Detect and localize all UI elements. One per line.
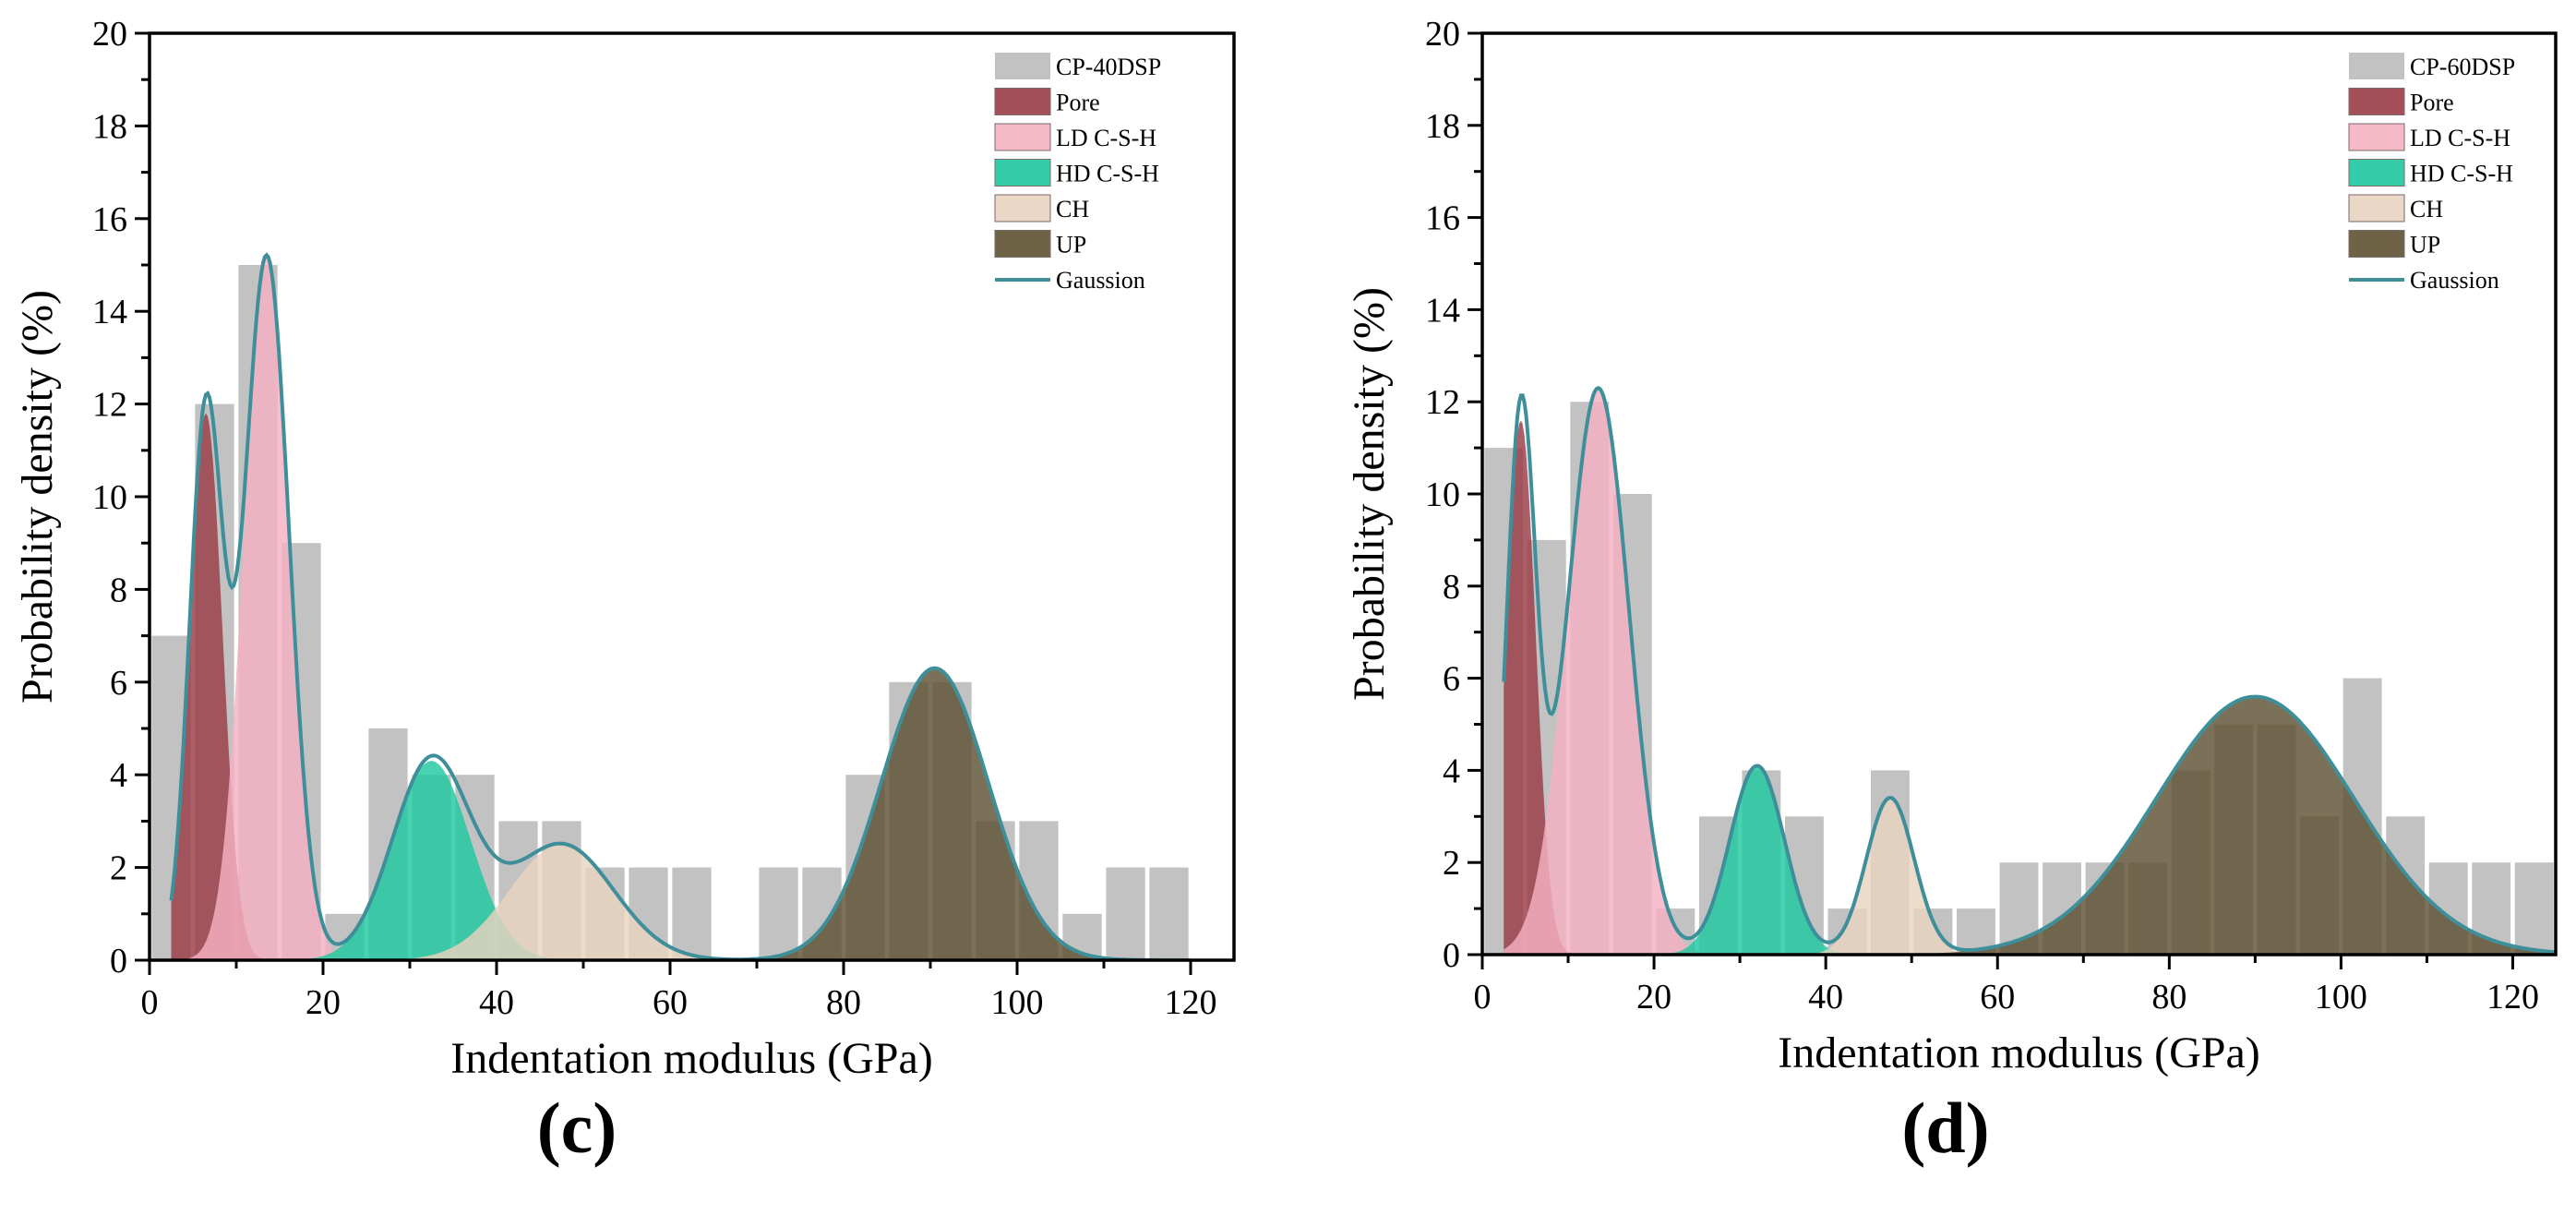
y-tick-label: 20	[1425, 15, 1460, 54]
legend-label: CP-40DSP	[1056, 54, 1161, 80]
legend-label: UP	[1056, 232, 1086, 259]
component-up	[1860, 696, 2556, 955]
histogram-bar	[759, 867, 798, 960]
legend-swatch	[2348, 159, 2405, 186]
x-tick-label: 0	[141, 983, 159, 1022]
panel-c: 0 20 40 60 80 100 120 0 2 4 6 8 10 12 14 16 18 20 Indentat…	[13, 15, 1236, 1168]
x-tick-label: 60	[1980, 978, 2015, 1017]
y-axis-title: Probability density (%)	[1345, 287, 1394, 701]
legend-label: HD C-S-H	[1056, 161, 1159, 187]
legend-label: CH	[2410, 196, 2443, 223]
legend-swatch	[994, 123, 1051, 151]
x-tick-label: 120	[1165, 983, 1217, 1022]
x-tick-label: 20	[1636, 978, 1671, 1017]
y-tick-label: 6	[110, 664, 127, 703]
y-tick-label: 10	[92, 478, 127, 517]
panel-label: (c)	[537, 1088, 617, 1168]
component-hd-c-s-h	[1647, 765, 1867, 955]
legend-swatch	[994, 230, 1051, 258]
legend-swatch	[2349, 53, 2404, 79]
histogram-bar	[1106, 867, 1145, 960]
legend-swatch	[2348, 230, 2405, 258]
y-tick-label: 20	[92, 15, 127, 54]
y-tick-label: 0	[1443, 936, 1460, 975]
legend-swatch	[2348, 123, 2405, 151]
legend-label: CP-60DSP	[2410, 54, 2515, 80]
legend-swatch	[994, 194, 1051, 223]
legend-swatch	[994, 159, 1051, 186]
legend-label: Pore	[1056, 90, 1100, 116]
x-tick-label: 40	[479, 983, 514, 1022]
component-ch	[1793, 798, 1987, 955]
x-tick-label: 100	[991, 983, 1044, 1022]
y-tick-label: 4	[110, 756, 127, 795]
y-tick-label: 0	[110, 942, 127, 980]
legend-swatch	[995, 53, 1050, 79]
component-pore	[171, 413, 272, 960]
histogram-bar	[1149, 867, 1189, 960]
x-axis-title: Indentation modulus (GPa)	[450, 1034, 933, 1083]
y-tick-label: 12	[1425, 383, 1460, 422]
y-tick-label: 18	[1425, 107, 1460, 146]
legend-label: Gaussion	[1056, 267, 1145, 294]
legend-swatch	[2348, 88, 2405, 115]
y-tick-label: 4	[1443, 752, 1460, 790]
plot-area	[1484, 385, 2556, 955]
legend: CP-40DSP Pore LD C-S-H HD C-S-H CH UP Gaussion	[994, 53, 1161, 294]
y-tick-label: 14	[1425, 291, 1460, 330]
x-tick-label: 100	[2315, 978, 2367, 1017]
x-tick-label: 60	[653, 983, 688, 1022]
component-hd-c-s-h	[275, 761, 588, 960]
component-ch	[353, 844, 771, 960]
component-up	[719, 668, 1150, 960]
y-tick-label: 18	[92, 107, 127, 146]
y-tick-label: 14	[92, 293, 127, 331]
gaussian-fit-line	[1502, 385, 2556, 955]
legend-label: LD C-S-H	[1056, 125, 1156, 151]
x-tick-label: 80	[826, 983, 861, 1022]
y-axis-title: Probability density (%)	[13, 290, 62, 704]
y-tick-label: 2	[110, 849, 127, 888]
histogram-bar	[2514, 862, 2554, 955]
legend-label: CH	[1056, 196, 1089, 223]
legend-label: HD C-S-H	[2410, 161, 2513, 187]
legend: CP-60DSP Pore LD C-S-H HD C-S-H CH UP Gaussion	[2348, 53, 2515, 294]
component-ld-c-s-h	[176, 256, 357, 960]
x-tick-label: 120	[2486, 978, 2539, 1017]
y-tick-label: 16	[92, 200, 127, 239]
y-tick-label: 10	[1425, 475, 1460, 514]
component-ld-c-s-h	[1504, 388, 1722, 955]
y-tick-label: 6	[1443, 660, 1460, 699]
panel-label: (d)	[1901, 1088, 1989, 1168]
panel-d: 0 20 40 60 80 100 120 0 2 4 6 8 10 12 14 16 18 20 Indentat…	[1345, 15, 2558, 1168]
y-tick-label: 12	[92, 386, 127, 425]
gaussian-fit-line	[169, 252, 1191, 960]
legend-swatch	[994, 88, 1051, 115]
x-tick-label: 80	[2151, 978, 2187, 1017]
histogram-bar	[672, 867, 712, 960]
legend-label: Gaussion	[2410, 267, 2499, 294]
y-tick-label: 8	[1443, 568, 1460, 607]
x-axis-title: Indentation modulus (GPa)	[1778, 1029, 2260, 1077]
y-tick-label: 8	[110, 571, 127, 609]
legend-label: LD C-S-H	[2410, 125, 2510, 151]
x-tick-label: 40	[1808, 978, 1843, 1017]
plot-area	[151, 252, 1191, 960]
legend-label: Pore	[2410, 90, 2454, 116]
y-tick-label: 2	[1443, 844, 1460, 883]
x-tick-label: 20	[306, 983, 341, 1022]
legend-swatch	[2348, 194, 2405, 223]
component-pore	[1504, 420, 1580, 955]
legend-label: UP	[2410, 232, 2440, 259]
x-tick-label: 0	[1474, 978, 1492, 1017]
y-tick-label: 16	[1425, 199, 1460, 238]
